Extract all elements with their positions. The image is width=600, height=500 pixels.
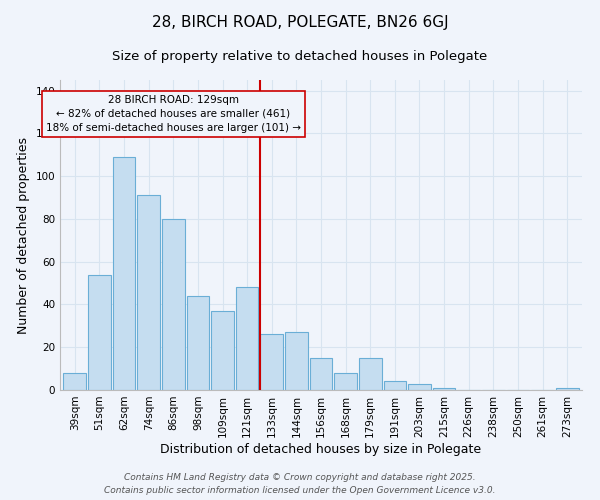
Bar bbox=[556, 388, 578, 390]
Bar bbox=[137, 196, 160, 390]
Text: 28, BIRCH ROAD, POLEGATE, BN26 6GJ: 28, BIRCH ROAD, POLEGATE, BN26 6GJ bbox=[152, 15, 448, 30]
Bar bbox=[334, 373, 357, 390]
Bar bbox=[408, 384, 431, 390]
Bar bbox=[88, 274, 111, 390]
Bar bbox=[187, 296, 209, 390]
X-axis label: Distribution of detached houses by size in Polegate: Distribution of detached houses by size … bbox=[160, 442, 482, 456]
Bar bbox=[64, 373, 86, 390]
Bar bbox=[285, 332, 308, 390]
Bar bbox=[310, 358, 332, 390]
Bar bbox=[359, 358, 382, 390]
Bar bbox=[211, 311, 234, 390]
Text: Contains HM Land Registry data © Crown copyright and database right 2025.
Contai: Contains HM Land Registry data © Crown c… bbox=[104, 474, 496, 495]
Y-axis label: Number of detached properties: Number of detached properties bbox=[17, 136, 30, 334]
Bar bbox=[113, 157, 136, 390]
Bar bbox=[236, 288, 259, 390]
Text: 28 BIRCH ROAD: 129sqm
← 82% of detached houses are smaller (461)
18% of semi-det: 28 BIRCH ROAD: 129sqm ← 82% of detached … bbox=[46, 95, 301, 133]
Bar bbox=[433, 388, 455, 390]
Bar bbox=[383, 382, 406, 390]
Bar bbox=[162, 219, 185, 390]
Text: Size of property relative to detached houses in Polegate: Size of property relative to detached ho… bbox=[112, 50, 488, 63]
Bar bbox=[260, 334, 283, 390]
